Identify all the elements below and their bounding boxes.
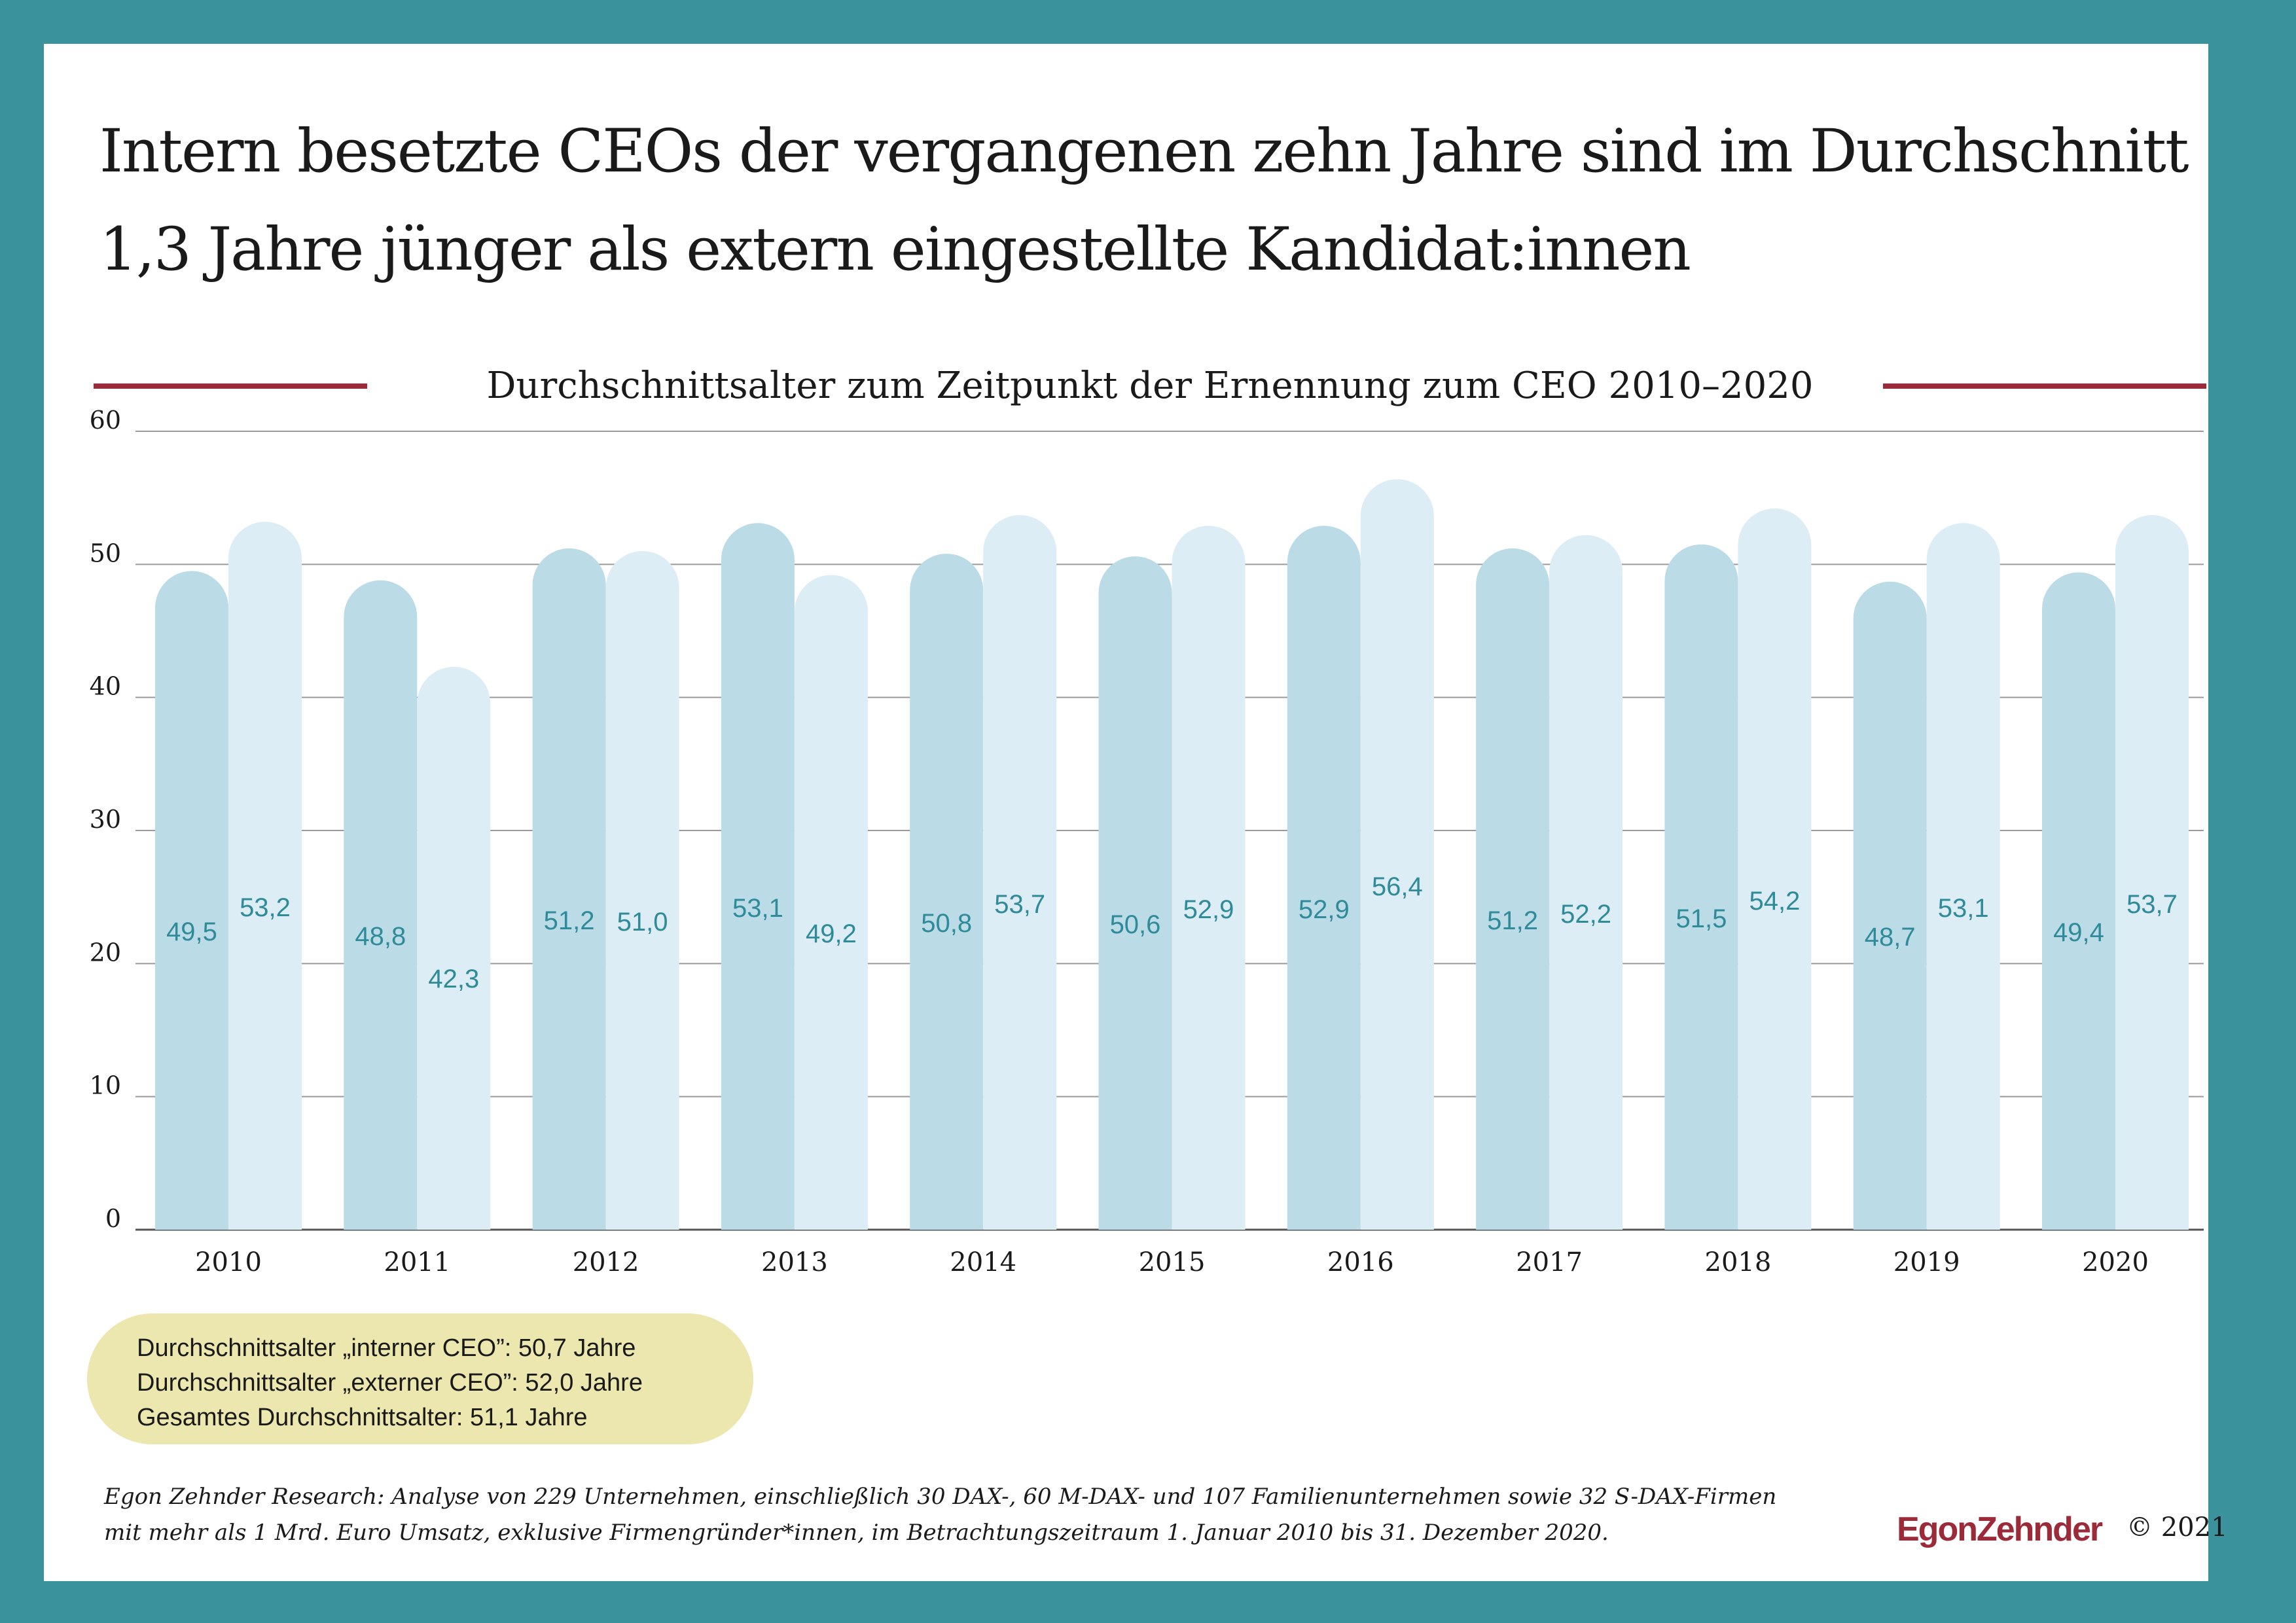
- x-tick-label: 2016: [1327, 1247, 1394, 1277]
- y-tick-label: 30: [90, 805, 121, 834]
- bar-internal: [1664, 544, 1738, 1230]
- chart-title-row: Durchschnittsalter zum Zeitpunkt der Ern…: [94, 348, 2206, 424]
- summary-overall: Gesamtes Durchschnittsalter: 51,1 Jahre: [137, 1404, 588, 1431]
- source-note-line-2: mit mehr als 1 Mrd. Euro Umsatz, exklusi…: [104, 1520, 1609, 1546]
- bar-value-label: 52,9: [1299, 895, 1350, 924]
- bar-value-label: 42,3: [428, 965, 479, 993]
- bar-value-label: 52,9: [1183, 895, 1234, 924]
- bar-value-label: 52,2: [1560, 900, 1611, 929]
- x-tick-label: 2013: [761, 1247, 828, 1277]
- x-tick-label: 2014: [950, 1247, 1016, 1277]
- copyright: © 2021: [2126, 1512, 2228, 1543]
- bar-value-label: 49,5: [166, 918, 217, 946]
- x-tick-label: 2018: [1705, 1247, 1772, 1277]
- bar-external: [794, 575, 868, 1230]
- summary-external: Durchschnittsalter „externer CEO”: 52,0 …: [137, 1369, 643, 1397]
- bar-external: [1360, 479, 1434, 1230]
- x-tick-label: 2019: [1893, 1247, 1960, 1277]
- bar-value-label: 51,2: [1487, 906, 1538, 935]
- x-tick-label: 2011: [384, 1247, 450, 1277]
- bar-chart: 0 10 20 30 40 50 60 49,5 53,2 2010 48,8 42,3 2011 51,…: [90, 406, 2204, 1277]
- source-note: Egon Zehnder Research: Analyse von 229 U…: [104, 1479, 1969, 1551]
- x-tick-label: 2012: [573, 1247, 639, 1277]
- bar-value-label: 49,4: [2053, 918, 2104, 947]
- y-tick-label: 10: [90, 1071, 121, 1100]
- bar-internal: [721, 523, 795, 1230]
- bar-value-label: 48,7: [1865, 923, 1916, 952]
- bar-value-label: 53,2: [240, 893, 291, 922]
- title-rule-left: [94, 383, 367, 389]
- bar-value-label: 53,7: [994, 890, 1045, 919]
- title-rule-right: [1883, 383, 2206, 389]
- bar-value-label: 50,6: [1110, 910, 1161, 939]
- bar-internal: [532, 548, 606, 1230]
- bar-internal: [910, 554, 984, 1230]
- summary-internal: Durchschnittsalter „interner CEO”: 50,7 …: [137, 1334, 636, 1362]
- bar-internal: [1098, 556, 1172, 1230]
- bar-internal: [2042, 572, 2115, 1230]
- bar-external: [1172, 526, 1246, 1230]
- source-note-line-1: Egon Zehnder Research: Analyse von 229 U…: [104, 1484, 1777, 1510]
- bar-external: [1738, 508, 1812, 1230]
- x-tick-label: 2017: [1516, 1247, 1583, 1277]
- bar-value-label: 48,8: [355, 922, 406, 951]
- bar-external: [1926, 523, 2000, 1230]
- bar-internal: [344, 580, 418, 1230]
- bar-value-label: 54,2: [1749, 887, 1800, 916]
- x-tick-label: 2010: [195, 1247, 262, 1277]
- y-tick-label: 40: [90, 672, 121, 701]
- bar-external: [605, 551, 679, 1230]
- bar-external: [983, 515, 1057, 1230]
- y-tick-label: 0: [105, 1204, 121, 1233]
- bar-value-label: 51,0: [617, 908, 668, 936]
- bar-value-label: 53,1: [732, 894, 783, 923]
- y-tick-label: 20: [90, 938, 121, 967]
- summary-box: Durchschnittsalter „interner CEO”: 50,7 …: [87, 1313, 753, 1444]
- infographic-card: Intern besetzte CEOs der vergangenen zeh…: [44, 44, 2228, 1581]
- y-tick-label: 60: [90, 406, 121, 435]
- bar-value-label: 53,7: [2126, 890, 2178, 919]
- bar-external: [417, 666, 491, 1230]
- bar-internal: [155, 571, 228, 1230]
- egon-zehnder-logo: EgonZehnder: [1897, 1510, 2103, 1548]
- bar-value-label: 50,8: [921, 909, 972, 938]
- title-line-2: 1,3 Jahre jünger als extern eingestellte…: [99, 215, 1691, 284]
- bar-value-label: 56,4: [1372, 872, 1423, 901]
- bar-internal: [1853, 581, 1927, 1230]
- title-line-1: Intern besetzte CEOs der vergangenen zeh…: [99, 117, 2189, 186]
- bar-value-label: 53,1: [1938, 894, 1989, 923]
- bar-external: [228, 522, 302, 1230]
- bar-value-label: 51,5: [1676, 904, 1727, 933]
- x-tick-label: 2020: [2082, 1247, 2149, 1277]
- bar-value-label: 49,2: [806, 919, 857, 948]
- page-title: Intern besetzte CEOs der vergangenen zeh…: [99, 103, 2194, 299]
- bar-value-label: 51,2: [544, 906, 595, 935]
- y-tick-label: 50: [90, 539, 121, 567]
- chart-title: Durchschnittsalter zum Zeitpunkt der Ern…: [486, 365, 1814, 407]
- bar-external: [2115, 515, 2189, 1230]
- bar-external: [1549, 535, 1623, 1230]
- bar-internal: [1476, 548, 1550, 1230]
- x-tick-label: 2015: [1139, 1247, 1206, 1277]
- bar-internal: [1287, 526, 1361, 1230]
